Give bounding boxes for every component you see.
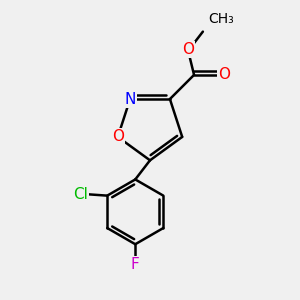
Text: O: O [182,42,194,57]
Text: CH₃: CH₃ [208,12,234,26]
Text: F: F [131,257,140,272]
Text: O: O [112,129,124,144]
Text: O: O [218,68,230,82]
Text: N: N [124,92,136,106]
Text: Cl: Cl [73,187,88,202]
